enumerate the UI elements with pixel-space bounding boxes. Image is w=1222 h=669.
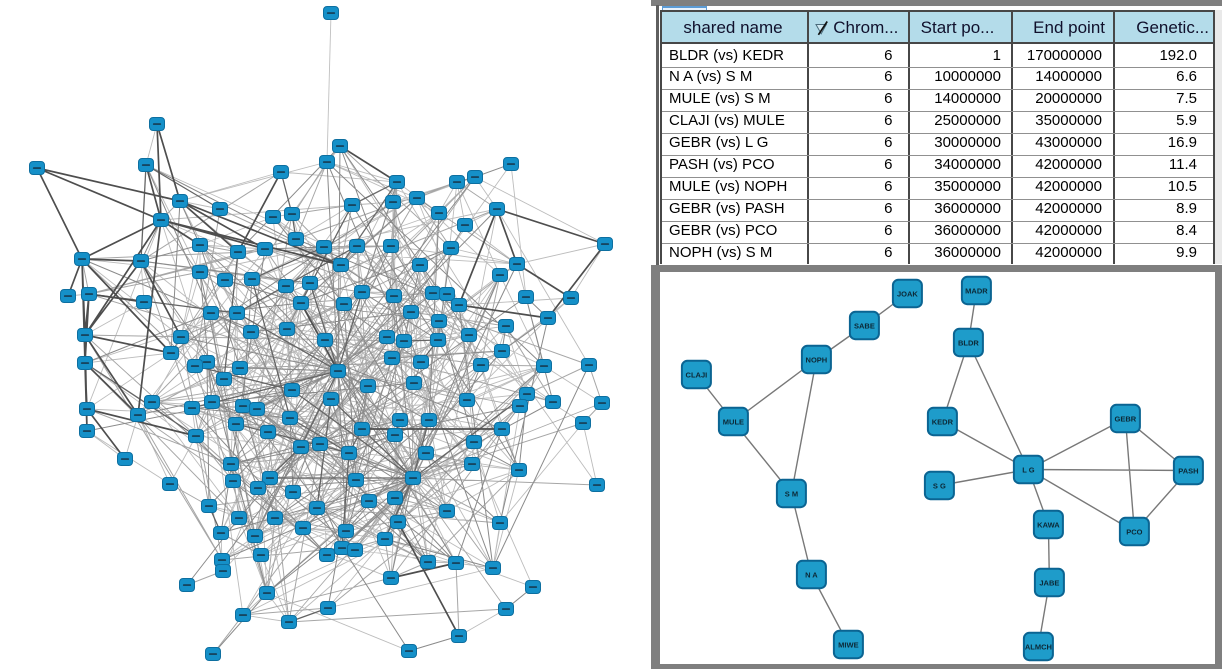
svg-text:KEDR: KEDR — [931, 417, 953, 426]
svg-text:SABE: SABE — [854, 321, 875, 330]
svg-text:MADR: MADR — [965, 286, 988, 295]
svg-text:MULE: MULE — [722, 417, 743, 426]
svg-text:MIWE: MIWE — [838, 640, 858, 649]
svg-text:GEBR: GEBR — [1114, 414, 1136, 423]
svg-text:S G: S G — [933, 481, 946, 490]
svg-text:CLAJI: CLAJI — [685, 370, 707, 379]
svg-text:JABE: JABE — [1039, 578, 1059, 587]
svg-text:N A: N A — [805, 570, 818, 579]
svg-text:ALMCH: ALMCH — [1024, 642, 1051, 651]
svg-text:JOAK: JOAK — [897, 289, 918, 298]
svg-text:L G: L G — [1022, 465, 1035, 474]
svg-text:KAWA: KAWA — [1037, 520, 1060, 529]
svg-text:BLDR: BLDR — [958, 338, 979, 347]
svg-text:PASH: PASH — [1178, 466, 1198, 475]
svg-text:S M: S M — [784, 489, 797, 498]
svg-text:NOPH: NOPH — [805, 355, 827, 364]
svg-text:PCO: PCO — [1126, 527, 1142, 536]
